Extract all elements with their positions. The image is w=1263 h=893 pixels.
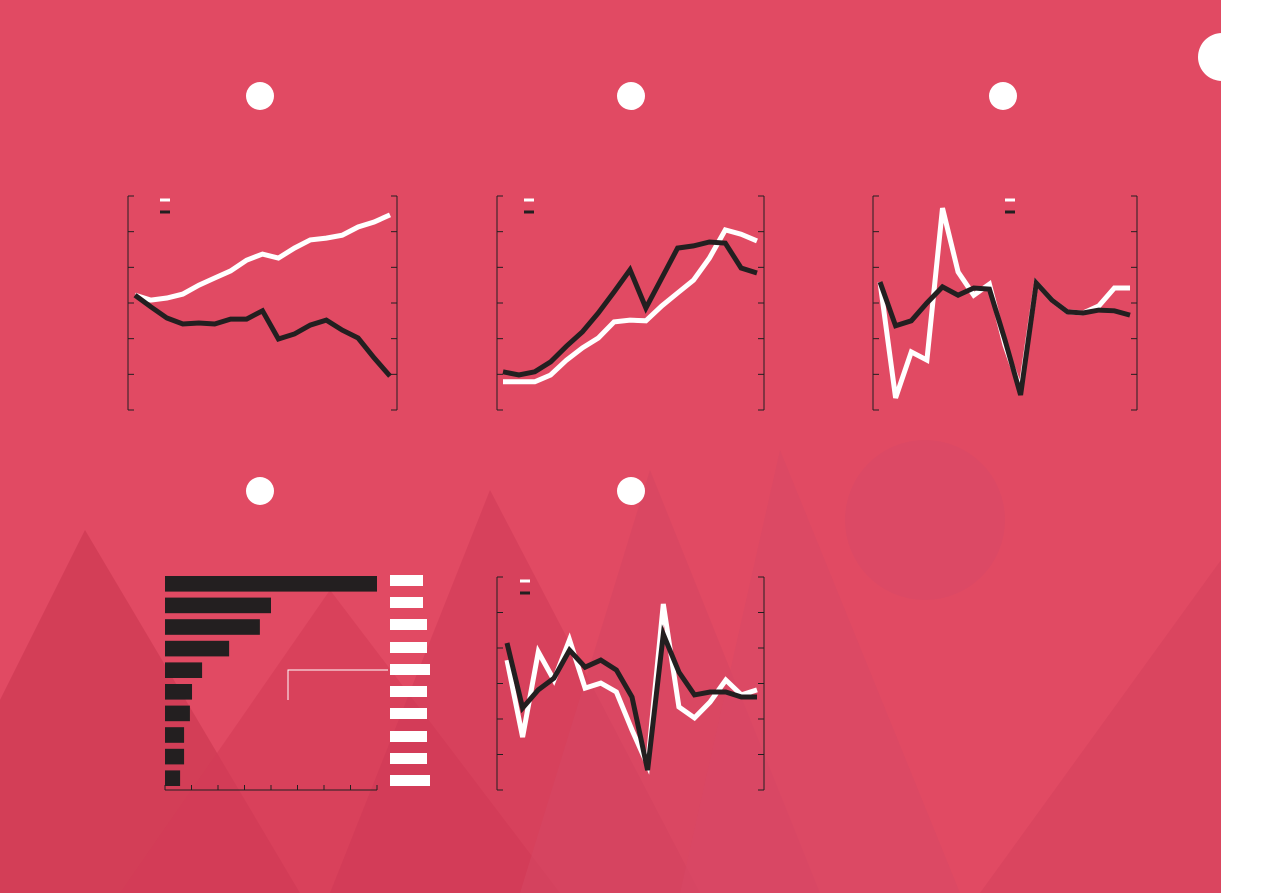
bar — [165, 640, 230, 657]
bar — [165, 662, 203, 678]
series-line — [503, 226, 758, 385]
bar — [165, 727, 185, 743]
label-placeholders — [390, 575, 430, 786]
bar — [165, 705, 190, 722]
bar — [165, 748, 185, 765]
chart-marker — [246, 82, 274, 110]
bar — [165, 597, 271, 614]
series-line — [504, 603, 758, 775]
series-line — [504, 624, 757, 771]
page-marker — [1198, 33, 1246, 81]
mountain — [120, 590, 560, 893]
chart-marker — [617, 82, 645, 110]
series-line — [877, 277, 1131, 396]
series-line — [134, 212, 392, 303]
series-line — [502, 239, 758, 378]
mountain — [680, 450, 960, 893]
bar — [165, 619, 260, 635]
chart-marker — [246, 477, 274, 505]
side-strip — [1221, 0, 1263, 893]
mountain — [980, 560, 1221, 893]
connector — [287, 669, 388, 700]
chart-marker — [617, 477, 645, 505]
chart-marker — [989, 82, 1017, 110]
bar — [165, 684, 193, 700]
series-line — [133, 293, 392, 378]
bar — [165, 576, 377, 592]
bar — [165, 770, 181, 786]
decor-circle — [845, 440, 1005, 600]
